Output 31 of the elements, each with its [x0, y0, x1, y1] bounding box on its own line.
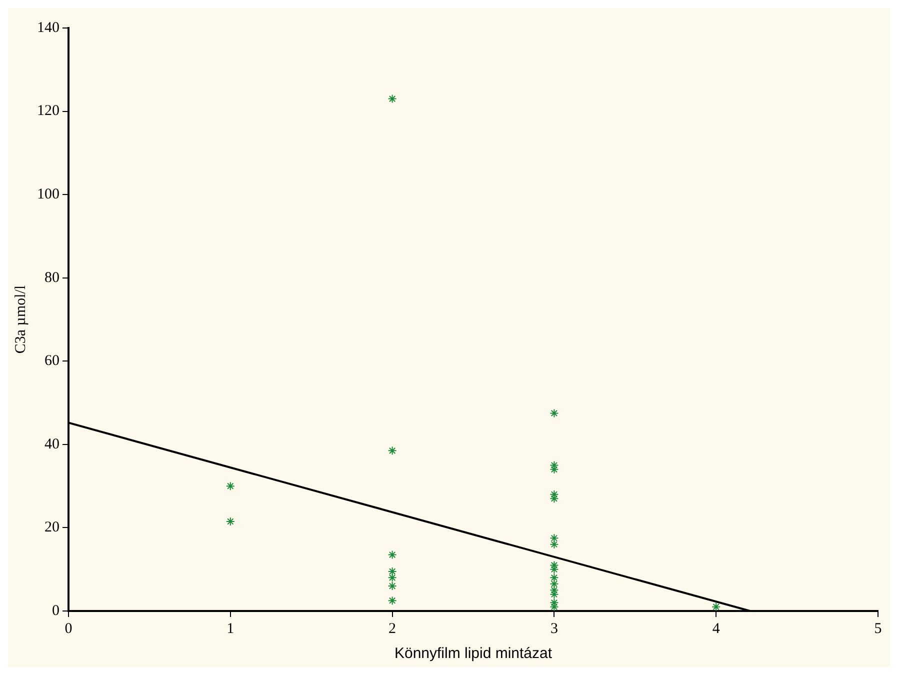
point: [550, 408, 559, 418]
x-tick-label: 5: [874, 620, 882, 637]
point: [226, 482, 235, 491]
point: [388, 566, 397, 576]
x-tick-label: 0: [64, 620, 72, 637]
point: [550, 579, 559, 588]
x-tick-label: 4: [712, 620, 720, 637]
x-tick-label: 1: [226, 620, 234, 637]
point: [226, 516, 235, 526]
y-tick-label: 40: [44, 436, 60, 452]
y-tick-label: 0: [52, 602, 60, 619]
point: [550, 534, 559, 543]
point: [550, 573, 559, 582]
y-tick-label: 60: [44, 353, 60, 370]
point: [388, 446, 397, 456]
y-tick-label: 20: [44, 520, 60, 536]
point: [388, 550, 397, 560]
point: [388, 582, 397, 591]
point: [388, 94, 397, 104]
x-axis-title: Könnyfilm lipid mintázat: [394, 645, 553, 662]
y-tick-label: 80: [44, 270, 60, 286]
point: [388, 573, 397, 582]
point: [388, 596, 397, 606]
y-tick-label: 100: [37, 186, 60, 203]
y-tick-label: 120: [37, 103, 60, 120]
x-tick-label: 2: [388, 620, 396, 637]
y-tick-label: 140: [37, 20, 60, 36]
point: [712, 602, 721, 611]
y-axis-title: C3a µmol/l: [12, 285, 29, 354]
x-tick-label: 3: [550, 620, 558, 637]
point: [550, 540, 559, 549]
